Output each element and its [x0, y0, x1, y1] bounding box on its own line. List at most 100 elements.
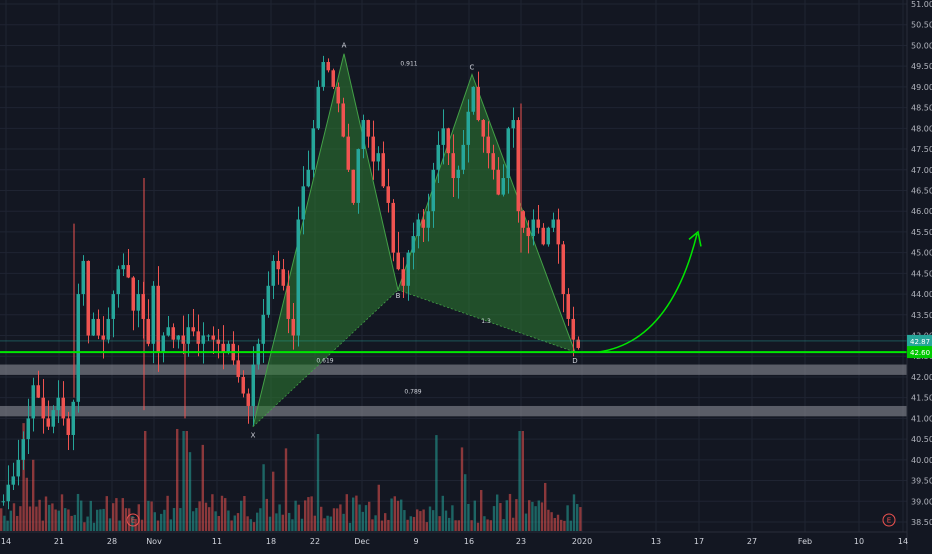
- candle-body: [476, 86, 480, 121]
- volume-bar: [534, 506, 537, 531]
- candle-body: [141, 294, 145, 319]
- candle-body: [101, 335, 105, 340]
- volume-bar: [441, 495, 444, 531]
- candle-body: [376, 153, 380, 162]
- candle-body: [551, 219, 555, 228]
- volume-bar: [246, 516, 249, 531]
- x-tick-label: 10: [854, 537, 864, 546]
- volume-bar: [19, 506, 22, 531]
- volume-bar: [166, 495, 169, 531]
- volume-bar: [28, 506, 32, 531]
- volume-bar: [150, 501, 153, 531]
- candle-body: [236, 360, 240, 377]
- volume-bar: [409, 516, 412, 531]
- x-tick-label: Feb: [798, 537, 812, 546]
- volume-bar: [515, 499, 518, 531]
- volume-bar: [102, 508, 105, 531]
- candle-body: [221, 343, 225, 353]
- volume-bar: [560, 519, 563, 531]
- volume-bar: [387, 519, 390, 531]
- volume-bar: [496, 494, 499, 531]
- candle-body: [121, 265, 125, 270]
- candle-body: [171, 327, 175, 340]
- volume-bar: [307, 497, 310, 531]
- x-tick-label: 14: [898, 537, 908, 546]
- volume-bar: [480, 490, 483, 531]
- candle-body: [561, 244, 565, 295]
- candle-body: [331, 70, 335, 87]
- volume-bar: [403, 510, 406, 531]
- volume-bar: [380, 520, 384, 531]
- last-price-tag: [907, 334, 932, 347]
- time-axis[interactable]: 14 21 28 Nov 11 18 22 Dec 9 16 23 2020 13 17 27 Feb 10 14: [0, 531, 908, 546]
- x-tick-label: 23: [516, 537, 526, 546]
- volume-bar: [281, 514, 284, 531]
- support-zone: [0, 364, 907, 375]
- volume-bar: [448, 517, 451, 531]
- candle-body: [456, 169, 460, 179]
- volume-bar: [144, 431, 147, 531]
- volume-bar: [38, 499, 41, 531]
- candle-body: [396, 252, 400, 270]
- volume-bar: [553, 518, 556, 531]
- candle-body: [251, 364, 255, 406]
- volume-bar: [147, 500, 150, 531]
- volume-bar: [316, 433, 320, 531]
- candle-body: [261, 314, 265, 344]
- volume-bar: [313, 515, 316, 531]
- candle-body: [136, 294, 140, 311]
- volume-bar: [249, 519, 252, 531]
- x-tick-label: Nov: [146, 537, 162, 546]
- volume-bar: [371, 519, 374, 531]
- volume-bar: [438, 516, 441, 531]
- candle-body: [1, 501, 5, 503]
- price-axis[interactable]: 51.00 50.50 50.00 49.50 49.00 48.50 48.00 47.50…: [906, 0, 932, 550]
- volume-bar: [291, 519, 294, 531]
- candle-body: [111, 294, 115, 319]
- volume-bar: [60, 494, 64, 531]
- candle-body: [76, 294, 80, 402]
- earnings-marker-label: E: [131, 517, 135, 525]
- volume-bar: [486, 519, 489, 531]
- volume-bar: [195, 507, 198, 531]
- volume-bar: [12, 503, 16, 531]
- candle-body: [146, 318, 150, 344]
- volume-bar: [556, 514, 560, 531]
- volume-bar: [169, 519, 172, 531]
- y-tick-label: 38.50: [911, 518, 932, 527]
- volume-bar: [0, 508, 3, 531]
- candle-body: [566, 294, 570, 319]
- candle-body: [486, 136, 490, 154]
- candle-body: [41, 397, 45, 419]
- volume-bar: [416, 509, 419, 531]
- volume-bar: [572, 494, 576, 531]
- candle-body: [16, 459, 20, 477]
- candle-body: [506, 128, 510, 179]
- candle-body: [516, 120, 520, 212]
- x-tick-label: 21: [54, 537, 64, 546]
- volume-bar: [25, 477, 28, 531]
- candle-body: [571, 318, 575, 340]
- candle-body: [181, 335, 185, 344]
- candle-body: [226, 343, 230, 353]
- x-tick-label: 27: [747, 537, 757, 546]
- volume-bar: [502, 519, 505, 531]
- volume-bar: [163, 509, 166, 531]
- candle-body: [241, 376, 245, 394]
- last-price-tag-text: 42.87: [910, 338, 930, 346]
- chart-overlay: X A B C D 0.911 0.619 1.3 0.789 E E: [0, 42, 907, 527]
- earnings-marker-icon: [126, 513, 140, 527]
- y-tick-label: 42.00: [911, 373, 932, 382]
- volume-bar: [243, 495, 246, 531]
- candle-body: [426, 211, 430, 228]
- candle-body: [161, 335, 165, 353]
- volume-bar: [470, 520, 473, 531]
- candle-body: [481, 120, 485, 137]
- volume-bar: [428, 506, 432, 531]
- volume-bar: [547, 509, 550, 531]
- support-zones: [0, 364, 907, 417]
- volume-bar: [265, 498, 268, 531]
- volume-bar: [579, 507, 582, 531]
